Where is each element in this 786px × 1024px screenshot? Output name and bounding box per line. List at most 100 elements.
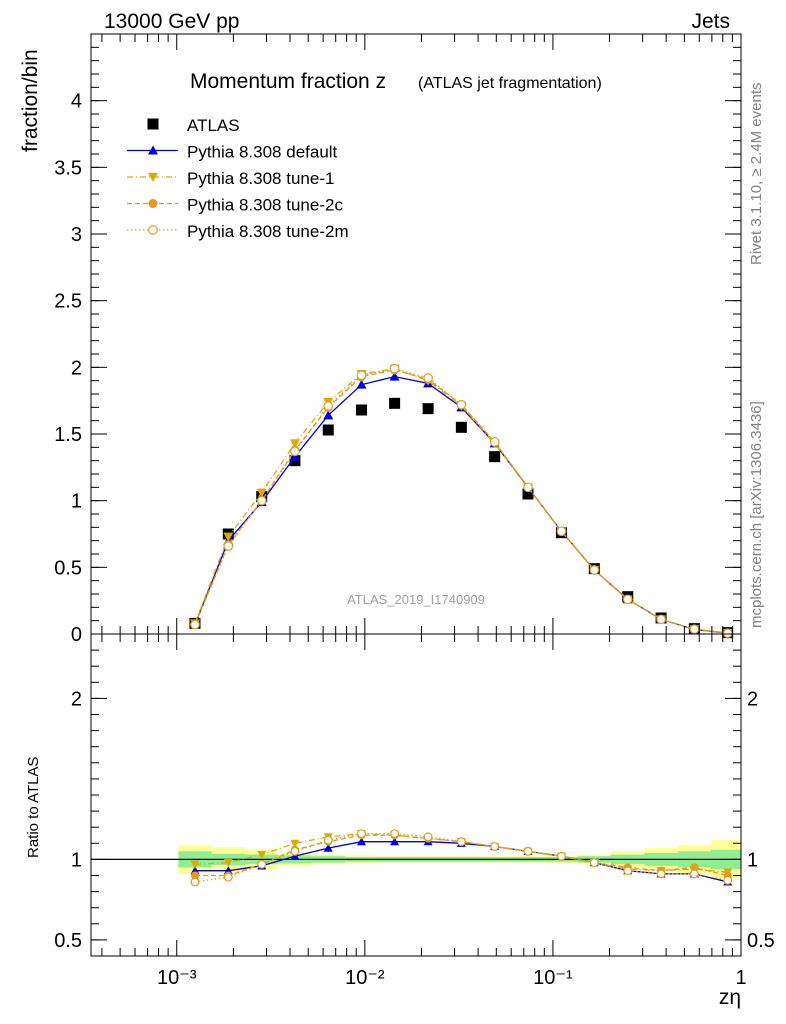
data-point: [323, 401, 334, 411]
ratio-point: [656, 869, 666, 879]
x-tick-label: 10⁻³: [157, 967, 197, 989]
data-point: [389, 363, 400, 374]
ratio-point: [390, 837, 400, 846]
data-point: [190, 619, 200, 630]
data-point: [356, 379, 367, 389]
legend-marker: [148, 199, 158, 208]
series-line: [194, 367, 728, 634]
data-point: [289, 439, 300, 449]
ratio-point: [223, 859, 233, 868]
ratio-point: [190, 860, 200, 869]
ratio-point: [557, 851, 566, 861]
rivet-version-label: Rivet 3.1.10, ≥ 2.4M events: [748, 83, 765, 266]
data-point: [423, 373, 433, 383]
data-point: [389, 371, 400, 381]
ratio-series-3: [190, 829, 733, 887]
legend-entry: Pythia 8.308 default: [127, 143, 338, 162]
y-tick-label: 0.5: [54, 557, 82, 579]
series-line: [194, 367, 728, 634]
data-point: [356, 404, 368, 416]
ratio-series-line: [194, 832, 728, 873]
ratio-point: [257, 859, 267, 869]
y-tick-label: 3.5: [54, 157, 82, 179]
ratio-y-axis-label: Ratio to ATLAS: [25, 757, 42, 858]
header-energy-label: 13000 GeV pp: [104, 10, 239, 33]
y-tick-label: 2: [71, 688, 82, 710]
ratio-point: [257, 850, 267, 860]
y-tick-label-right: 0.5: [747, 930, 775, 952]
data-point: [256, 488, 267, 498]
header-process-label: Jets: [691, 10, 730, 33]
data-point: [256, 495, 267, 506]
main-plot-area: [189, 363, 734, 639]
ratio-point: [290, 839, 300, 848]
legend-entry: Pythia 8.308 tune-1: [127, 169, 334, 188]
legend-marker: [148, 145, 158, 155]
ratio-point: [323, 843, 333, 852]
ratio-point: [357, 829, 366, 839]
legend-label: ATLAS: [187, 116, 240, 135]
ratio-series-line: [194, 832, 728, 883]
ratio-frame: [90, 633, 742, 957]
ratio-point: [490, 842, 500, 851]
ratio-point: [390, 829, 400, 839]
data-point: [489, 451, 501, 463]
legend: ATLAS Pythia 8.308 default Pythia 8.308 tu…: [127, 116, 349, 241]
legend-label: Pythia 8.308 tune-1: [187, 169, 334, 188]
series-4: [190, 363, 733, 639]
data-point: [622, 594, 633, 605]
ratio-plot-area: [91, 829, 741, 887]
data-point: [489, 437, 500, 447]
ratio-point: [223, 872, 233, 882]
main-axes: 0 0.5 1 1.5 2 2.5 3 3.5 4: [54, 33, 742, 646]
legend-label: Pythia 8.308 default: [187, 143, 338, 162]
data-point: [456, 399, 467, 410]
y-tick-label: 3: [71, 224, 82, 246]
y-tick-label: 1.5: [54, 424, 82, 446]
y-tick-label: 1: [71, 849, 82, 871]
analysis-id-label: ATLAS_2019_I1740909: [347, 592, 485, 607]
y-axis-label: fraction/bin: [19, 49, 42, 152]
ratio-point: [689, 869, 699, 879]
ratio-point: [456, 837, 466, 847]
x-tick-label: 10⁻²: [345, 967, 385, 989]
main-title-suffix: (ATLAS jet fragmentation): [418, 75, 602, 92]
legend-entry: ATLAS: [147, 116, 240, 135]
legend-marker: [148, 225, 158, 235]
data-point: [722, 628, 733, 639]
x-axis-label: zη: [719, 986, 741, 1009]
legend-entry: Pythia 8.308 tune-2c: [127, 196, 343, 215]
ratio-point: [190, 877, 200, 887]
y-tick-label: 0: [71, 624, 82, 646]
ratio-point: [290, 846, 300, 856]
data-point: [389, 397, 401, 409]
data-point: [356, 370, 367, 381]
ratio-point: [690, 863, 699, 872]
data-point: [556, 526, 567, 537]
main-panel: 0 0.5 1 1.5 2 2.5 3 3.5 4 Momentum fraction z (A…: [19, 33, 742, 646]
ratio-point: [523, 846, 533, 856]
ratio-point: [190, 871, 200, 880]
legend-marker: [147, 118, 159, 130]
y-tick-label-right: 1: [747, 849, 758, 871]
data-point: [322, 424, 334, 436]
data-point: [589, 565, 600, 575]
legend-label: Pythia 8.308 tune-2m: [187, 222, 349, 241]
data-point: [223, 541, 234, 551]
x-tick-label: 10⁻¹: [533, 967, 573, 989]
y-tick-label: 0.5: [54, 930, 82, 952]
legend-entry: Pythia 8.308 tune-2m: [127, 222, 349, 241]
mcplots-label: mcplots.cern.ch [arXiv:1306.3436]: [748, 401, 765, 628]
legend-label: Pythia 8.308 tune-2c: [187, 196, 343, 215]
ratio-point: [723, 875, 733, 885]
data-point: [422, 403, 434, 415]
ratio-axes: 10⁻³ 10⁻² 10⁻¹ 10.5 0.51 12 2: [54, 633, 775, 989]
data-point: [290, 446, 300, 457]
data-point: [689, 624, 700, 635]
ratio-panel: 10⁻³ 10⁻² 10⁻¹ 10.5 0.51 12 2 Ratio to ATLAS z…: [25, 633, 775, 1009]
data-point: [323, 410, 334, 420]
data-point: [223, 532, 234, 542]
ratio-point: [357, 837, 367, 846]
y-tick-label: 2: [71, 357, 82, 379]
y-tick-label: 4: [71, 91, 82, 113]
